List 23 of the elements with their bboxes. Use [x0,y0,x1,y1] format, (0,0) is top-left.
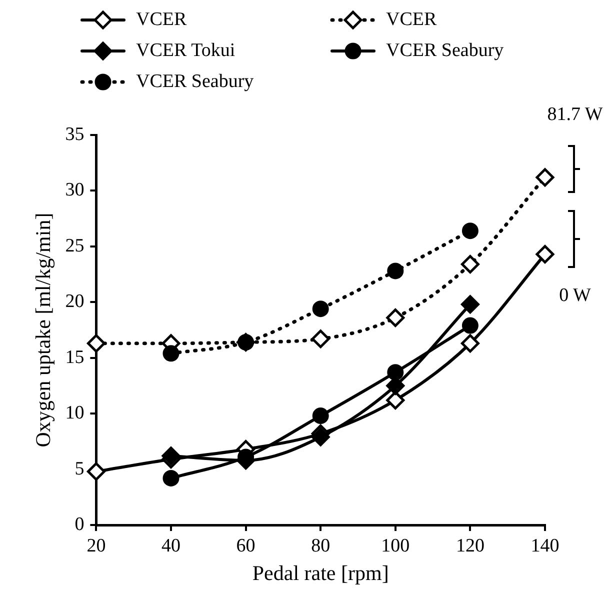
y-tick-label: 35 [65,124,84,145]
y-tick-label: 25 [65,235,84,256]
y-tick-label: 0 [74,514,84,535]
legend-label: VCER Seabury [136,70,254,92]
y-tick-label: 30 [65,180,84,201]
y-tick-label: 10 [65,402,84,424]
x-axis-title: Pedal rate [rpm] [252,560,389,585]
legend-label: VCER [136,8,187,30]
x-tick-label: 100 [381,535,410,556]
y-axis-title: Oxygen uptake [ml/kg/min] [31,212,56,448]
text: 0 W [559,285,591,307]
x-tick-label: 80 [311,535,330,556]
y-tick-label: 15 [65,346,84,368]
y-tick-label: 20 [65,291,84,312]
x-tick-label: 140 [530,535,560,556]
legend-label: VCER [386,8,437,30]
x-tick-label: 60 [236,535,256,556]
legend-label: VCER Tokui [136,40,236,62]
y-tick-label: 5 [74,458,84,480]
x-tick-label: 40 [162,535,180,556]
x-tick-label: 120 [456,535,484,556]
text: 81.7 W [547,104,603,126]
legend-label: VCER Seabury [386,40,504,62]
